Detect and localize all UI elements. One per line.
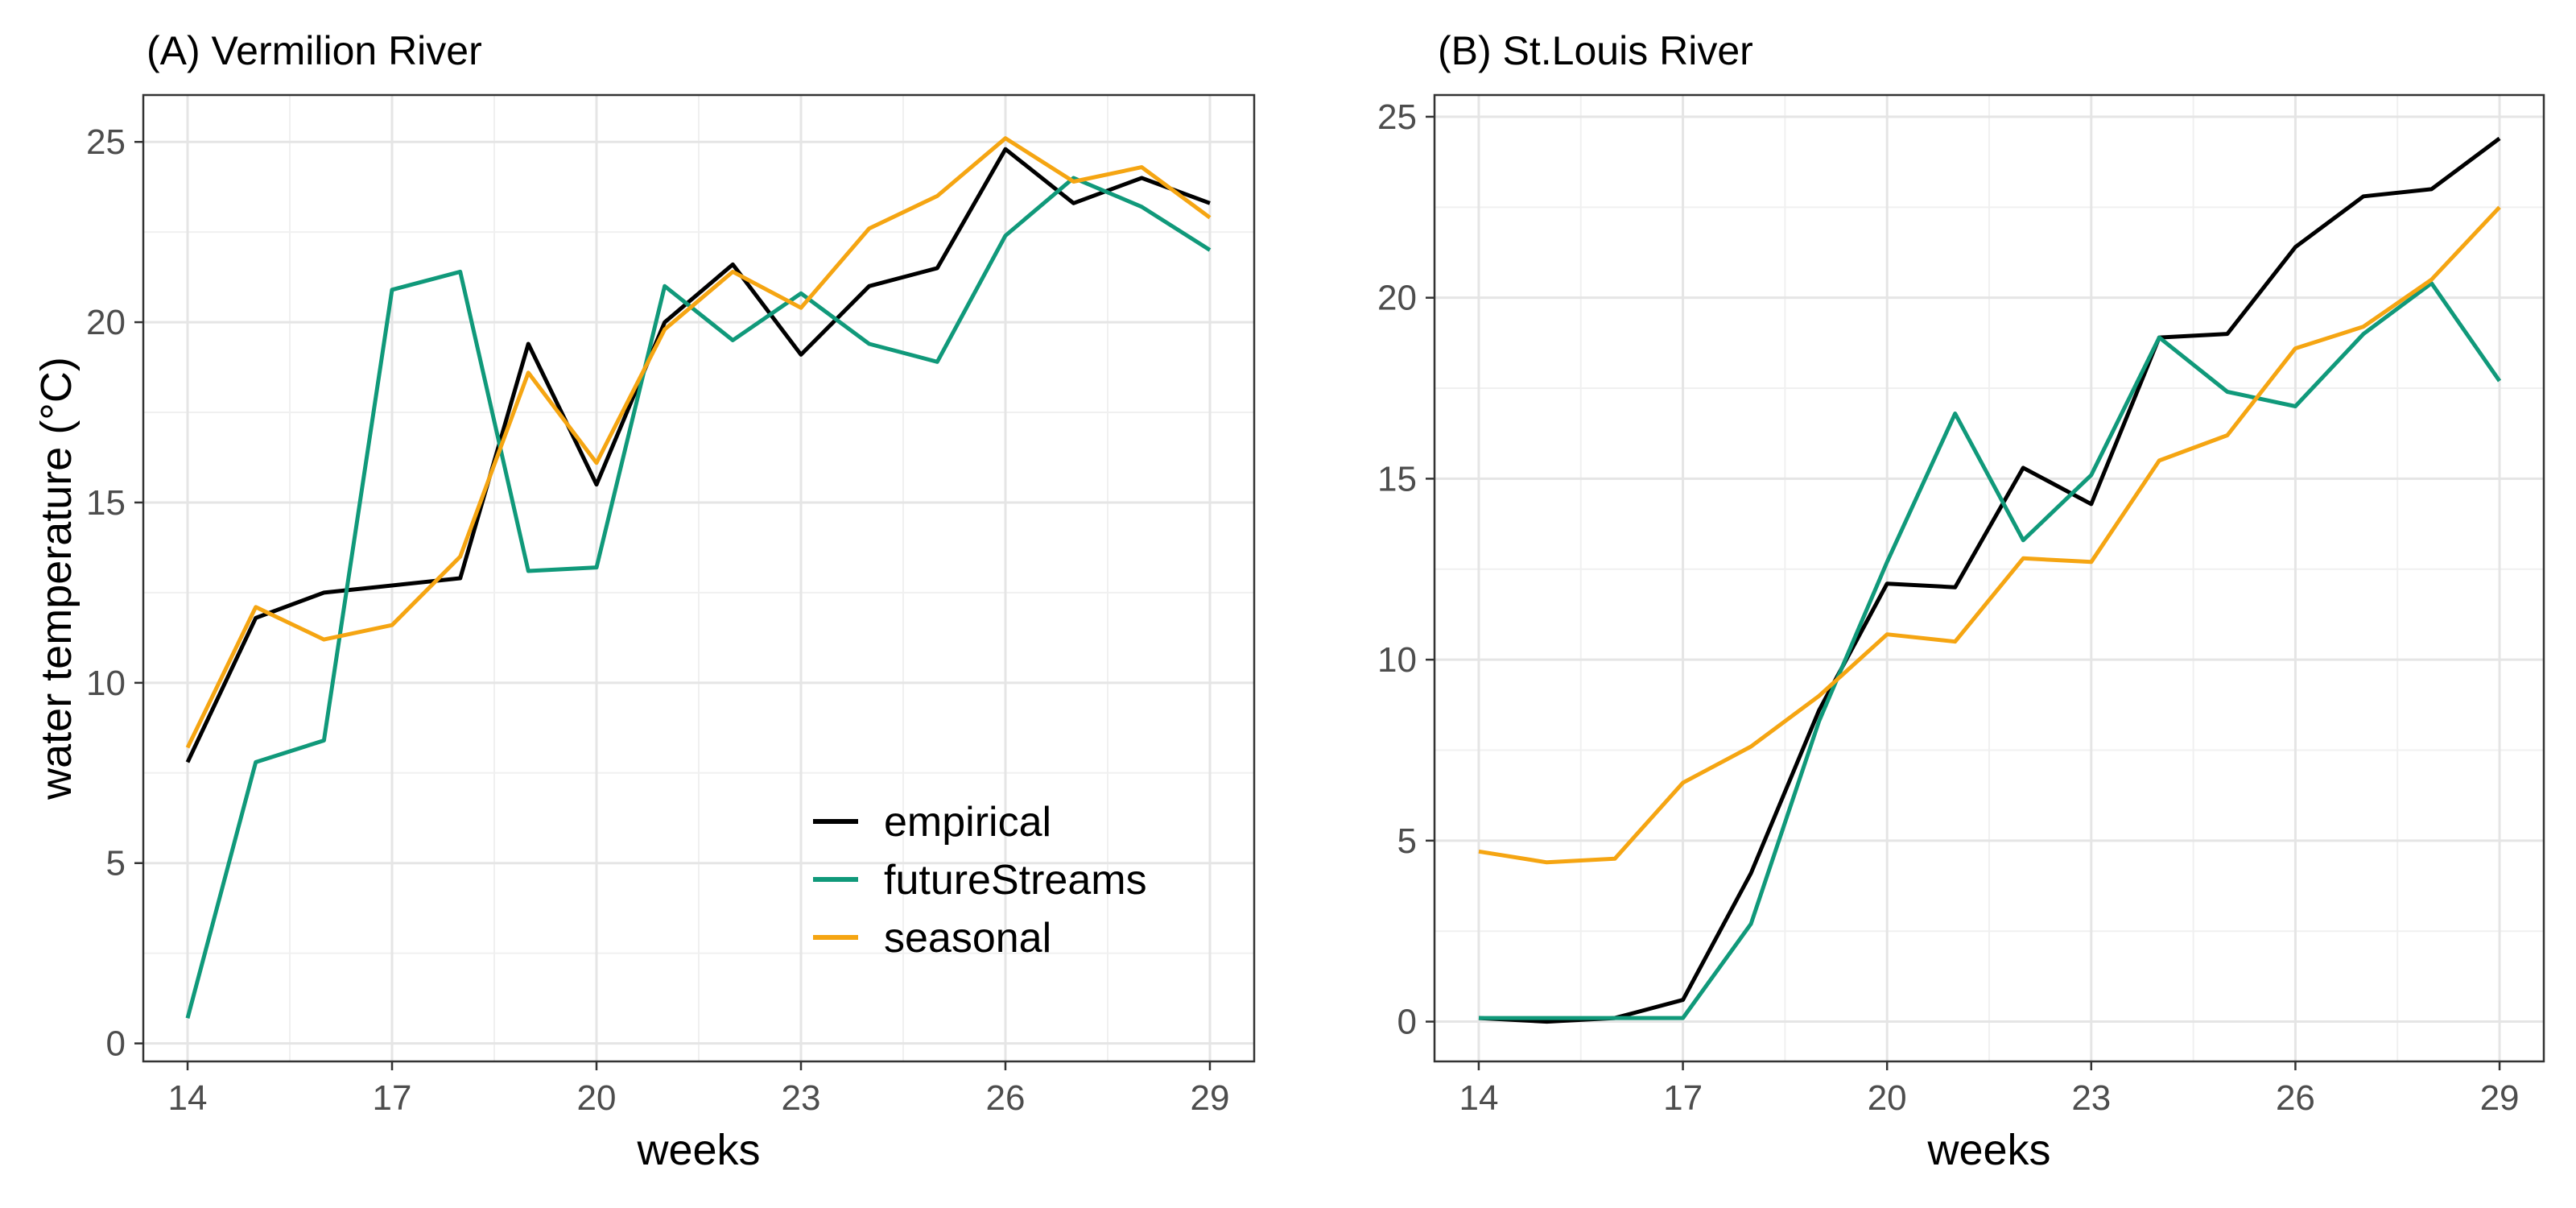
x-tick-label: 20: [577, 1078, 617, 1118]
legend-label-futurestreams: futureStreams: [884, 857, 1147, 904]
x-tick-label: 20: [1868, 1078, 1907, 1118]
y-tick-label: 10: [86, 664, 126, 703]
y-tick-label: 15: [86, 483, 126, 523]
legend: empirical futureStreams seasonal: [813, 799, 1147, 962]
panel-border: [1433, 93, 2545, 1063]
panel-b-st-louis: 14 17 20 23 26 29 0 5 10 15 20 25 (B) St.Louis River…: [1377, 28, 2545, 1174]
x-tick-label: 14: [1459, 1078, 1498, 1118]
series-line-seasonal: [185, 136, 1212, 749]
series-line-futurestreams: [1479, 281, 2502, 1020]
panel-title: (B) St.Louis River: [1438, 28, 1753, 73]
legend-label-seasonal: seasonal: [884, 915, 1051, 962]
x-tick-label: 17: [1663, 1078, 1703, 1118]
series-line-empirical: [1478, 136, 2501, 1024]
panel-border: [142, 93, 1256, 1063]
x-axis-title: weeks: [1926, 1126, 2050, 1174]
x-tick-label: 23: [2071, 1078, 2111, 1118]
y-tick-label: 25: [86, 122, 126, 162]
y-tick-label: 20: [86, 303, 126, 342]
y-tick-label: 15: [1377, 459, 1417, 499]
panel-a-vermilion: 14 17 20 23 26 29 0 5 10 15 20 25 (A) Vermilion Rive…: [32, 28, 1256, 1174]
x-tick-label: 23: [782, 1078, 821, 1118]
x-tick-label: 26: [2276, 1078, 2315, 1118]
x-tick-label: 26: [986, 1078, 1026, 1118]
y-tick-label: 25: [1377, 97, 1417, 137]
y-tick-label: 0: [106, 1024, 126, 1064]
x-tick-label: 29: [1190, 1078, 1229, 1118]
series-line-futurestreams: [185, 176, 1212, 1019]
y-tick-label: 10: [1377, 640, 1417, 680]
legend-label-empirical: empirical: [884, 799, 1051, 846]
series-line-seasonal: [1478, 205, 2501, 865]
x-tick-label: 14: [168, 1078, 208, 1118]
y-tick-label: 20: [1377, 279, 1417, 318]
panel-title: (A) Vermilion River: [147, 28, 482, 73]
y-tick-label: 5: [106, 844, 126, 883]
y-axis-title: water temperature (°C): [32, 357, 80, 801]
x-axis-title: weeks: [636, 1126, 760, 1174]
x-tick-label: 17: [373, 1078, 412, 1118]
y-tick-label: 0: [1397, 1003, 1417, 1042]
y-tick-label: 5: [1397, 821, 1417, 861]
series-line-empirical: [185, 147, 1211, 763]
x-tick-label: 29: [2480, 1078, 2520, 1118]
